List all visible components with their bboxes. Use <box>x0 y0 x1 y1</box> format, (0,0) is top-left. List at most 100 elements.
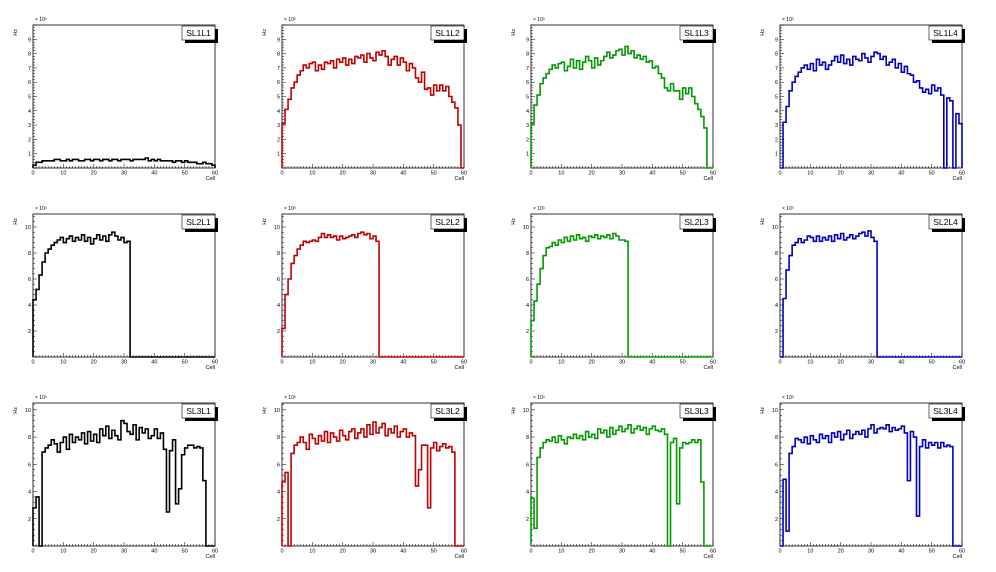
x-tick-label: 20 <box>340 171 346 177</box>
y-tick-label: 1 <box>526 152 529 158</box>
y-tick-label: 9 <box>28 37 31 43</box>
x-tick-label: 20 <box>838 549 844 555</box>
y-axis-title: Hz <box>511 29 517 36</box>
y-tick-label: 10 <box>25 225 31 231</box>
x-tick-label: 60 <box>959 171 965 177</box>
legend-box <box>430 403 465 419</box>
y-tick-label: 2 <box>526 137 529 143</box>
x-tick-label: 0 <box>31 171 34 177</box>
legend-label: SL1L3 <box>684 28 709 38</box>
y-tick-label: 10 <box>523 225 529 231</box>
legend-label: SL1L1 <box>186 28 211 38</box>
legend-label: SL3L1 <box>186 406 211 416</box>
x-tick-label: 40 <box>400 360 406 366</box>
x-tick-label: 0 <box>31 360 34 366</box>
x-tick-label: 30 <box>868 360 874 366</box>
y-tick-label: 6 <box>526 462 529 468</box>
y-tick-label: 4 <box>277 109 280 115</box>
x-tick-label: 20 <box>91 171 97 177</box>
x-axis-title: Cell <box>704 365 713 371</box>
x-tick-label: 30 <box>121 549 127 555</box>
x-tick-label: 10 <box>309 360 315 366</box>
y-tick-label: 6 <box>277 462 280 468</box>
x-tick-label: 40 <box>649 171 655 177</box>
y-exponent-label: × 10³ <box>782 17 794 23</box>
histogram-series <box>281 231 464 358</box>
y-axis-title: Hz <box>760 407 766 414</box>
histogram-series <box>530 232 713 358</box>
y-tick-label: 2 <box>775 329 778 335</box>
y-tick-label: 10 <box>274 225 280 231</box>
x-tick-label: 50 <box>182 549 188 555</box>
x-tick-label: 40 <box>151 549 157 555</box>
legend-box <box>679 25 714 41</box>
histogram-panel-sl3l2: 0 10 20 30 40 50 60 2 4 6 8 10 × 10³ Hz Cell SL3L2 <box>262 395 467 560</box>
y-axis-title: Hz <box>13 29 19 36</box>
x-tick-label: 50 <box>182 360 188 366</box>
histogram-panel-sl1l2: 0 10 20 30 40 50 60 1 2 3 4 5 6 7 8 9 × 10³ Hz Cell SL1L2 <box>262 17 467 182</box>
x-tick-label: 50 <box>929 171 935 177</box>
y-tick-label: 6 <box>28 462 31 468</box>
y-tick-label: 8 <box>28 52 31 58</box>
y-axis-title: Hz <box>262 218 268 225</box>
x-tick-label: 30 <box>619 171 625 177</box>
x-tick-label: 50 <box>929 549 935 555</box>
legend-label: SL1L4 <box>933 28 958 38</box>
y-tick-label: 1 <box>277 152 280 158</box>
legend-label: SL2L1 <box>186 217 211 227</box>
y-tick-label: 2 <box>28 137 31 143</box>
x-tick-label: 20 <box>838 171 844 177</box>
y-tick-label: 6 <box>526 277 529 283</box>
y-axis-title: Hz <box>262 407 268 414</box>
legend-label: SL1L2 <box>435 28 460 38</box>
legend-label: SL3L3 <box>684 406 709 416</box>
x-axis-title: Cell <box>953 365 962 371</box>
y-tick-label: 8 <box>277 52 280 58</box>
y-tick-label: 2 <box>277 329 280 335</box>
plot-frame <box>530 402 714 547</box>
y-tick-label: 7 <box>775 66 778 72</box>
legend-box <box>181 214 216 230</box>
y-tick-label: 6 <box>277 80 280 86</box>
legend-box <box>430 25 465 41</box>
x-tick-label: 40 <box>151 360 157 366</box>
y-tick-label: 5 <box>28 95 31 101</box>
x-tick-label: 30 <box>619 360 625 366</box>
x-tick-label: 20 <box>589 360 595 366</box>
x-tick-label: 30 <box>868 171 874 177</box>
legend-box <box>181 25 216 41</box>
legend-box <box>430 214 465 230</box>
x-tick-label: 60 <box>710 171 716 177</box>
y-tick-label: 8 <box>775 435 778 441</box>
x-axis-title: Cell <box>206 176 215 182</box>
histogram-series <box>530 45 713 169</box>
x-tick-label: 20 <box>589 549 595 555</box>
x-tick-label: 60 <box>710 360 716 366</box>
y-tick-label: 1 <box>775 152 778 158</box>
y-tick-label: 6 <box>28 80 31 86</box>
x-tick-label: 60 <box>461 360 467 366</box>
y-tick-label: 10 <box>523 408 529 414</box>
histogram-panel-sl1l3: 0 10 20 30 40 50 60 1 2 3 4 5 6 7 8 9 × 10³ Hz Cell SL1L3 <box>511 17 716 182</box>
y-tick-label: 6 <box>526 80 529 86</box>
x-tick-label: 10 <box>60 171 66 177</box>
plot-frame <box>281 24 465 169</box>
histogram-series <box>780 423 962 547</box>
x-axis-title: Cell <box>206 365 215 371</box>
y-tick-label: 9 <box>526 37 529 43</box>
histogram-panel-sl1l1: 0 10 20 30 40 50 60 1 2 3 4 5 6 7 8 9 × 10³ Hz Cell SL1L1 <box>13 17 218 182</box>
histogram-series <box>281 49 464 169</box>
histogram-panel-sl2l1: 0 10 20 30 40 50 60 2 4 6 8 10 × 10³ Hz Cell SL2L1 <box>13 206 218 371</box>
x-tick-label: 40 <box>649 549 655 555</box>
histogram-series <box>780 230 962 358</box>
legend-box <box>928 403 963 419</box>
histogram-panel-sl2l4: 0 10 20 30 40 50 60 2 4 6 8 10 × 10³ Hz Cell SL2L4 <box>760 206 965 371</box>
histogram-panel-sl3l3: 0 10 20 30 40 50 60 2 4 6 8 10 × 10³ Hz Cell SL3L3 <box>511 395 716 560</box>
y-tick-label: 2 <box>28 329 31 335</box>
y-tick-label: 2 <box>775 517 778 523</box>
histogram-series <box>780 51 963 169</box>
y-exponent-label: × 10³ <box>533 17 545 23</box>
x-tick-label: 20 <box>340 549 346 555</box>
y-tick-label: 8 <box>526 251 529 257</box>
